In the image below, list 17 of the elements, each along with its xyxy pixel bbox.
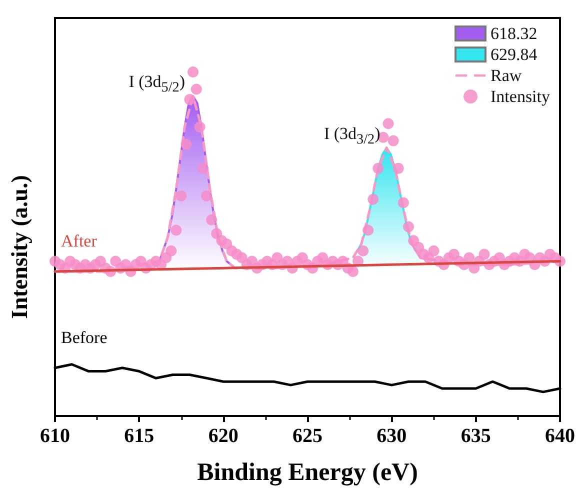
legend-label: Intensity — [490, 87, 550, 106]
series-label: Before — [61, 328, 108, 347]
x-tick-label: 610 — [40, 425, 70, 447]
annotation: I (3d$_{3/2}$) — [324, 124, 380, 148]
x-tick-label: 615 — [124, 425, 154, 447]
annotation: I (3d$_{5/2}$) — [128, 72, 186, 96]
legend-label: 618.32 — [490, 24, 538, 43]
series-label: After — [61, 232, 98, 251]
x-tick-label: 640 — [545, 425, 575, 447]
x-axis-title: Binding Energy (eV) — [197, 459, 418, 486]
x-tick-label: 635 — [460, 425, 491, 447]
x-tick-label: 625 — [292, 425, 322, 447]
y-axis-title: Intensity (a.u.) — [7, 175, 32, 319]
x-tick-label: 620 — [208, 425, 238, 447]
legend-label: Raw — [490, 66, 522, 85]
x-tick-label: 630 — [376, 425, 407, 447]
legend-label: 629.84 — [490, 45, 538, 64]
